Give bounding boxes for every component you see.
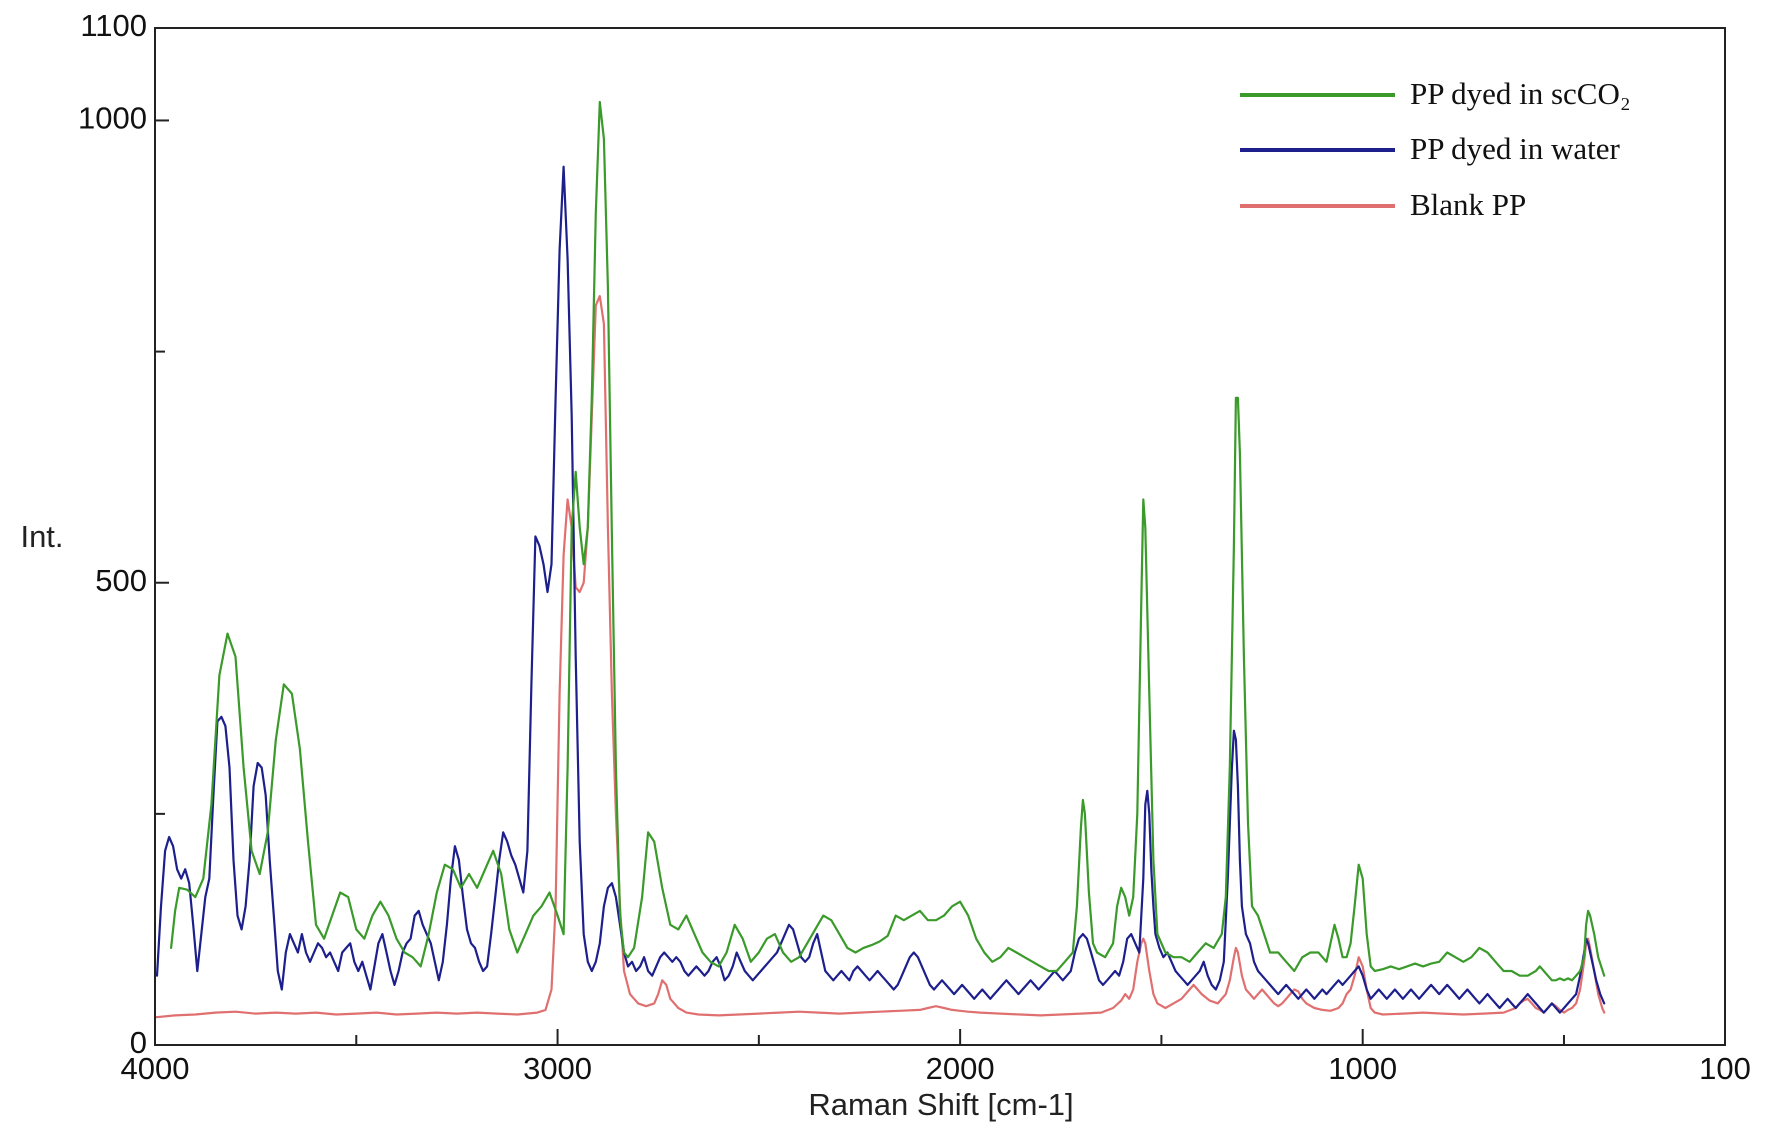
x-tick-label: 2000 xyxy=(926,1051,995,1086)
series-line-scco2 xyxy=(170,100,1606,982)
legend-label-blank: Blank PP xyxy=(1410,187,1526,222)
x-tick-label: 1000 xyxy=(1328,1051,1397,1086)
axis-layer: 0 500 1000 1100 4000 3000 2000 1000 100 xyxy=(78,8,1751,1086)
y-axis-title: Int. xyxy=(20,519,63,554)
y-tick-label: 500 xyxy=(95,563,147,598)
legend-label-scco2: PP dyed in scCO₂ xyxy=(1410,76,1631,111)
series-line-water xyxy=(155,165,1606,1014)
y-tick-label: 0 xyxy=(130,1025,147,1060)
y-tick-label: 1100 xyxy=(80,8,147,43)
legend-label-water: PP dyed in water xyxy=(1410,131,1620,166)
x-axis-title: Raman Shift [cm-1] xyxy=(808,1087,1073,1122)
x-tick-label: 4000 xyxy=(121,1051,190,1086)
plot-frame xyxy=(154,27,1726,1046)
series-layer xyxy=(153,100,1606,1019)
series-line-blank xyxy=(153,295,1606,1019)
x-tick-label: 3000 xyxy=(523,1051,592,1086)
y-tick-label: 1000 xyxy=(78,101,147,136)
legend: PP dyed in scCO₂ PP dyed in water Blank … xyxy=(1240,76,1631,222)
x-tick-label: 100 xyxy=(1699,1051,1751,1086)
